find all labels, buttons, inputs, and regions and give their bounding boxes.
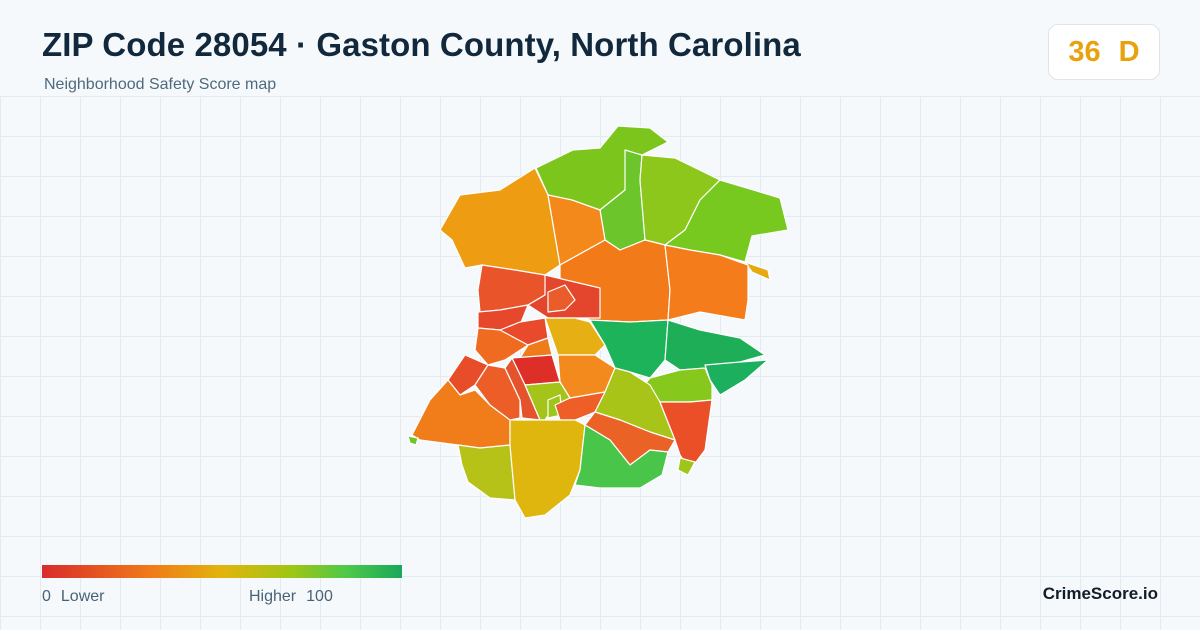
- map-region[interactable]: [677, 457, 696, 476]
- legend-max-label: Higher: [249, 588, 297, 605]
- map-region[interactable]: [474, 364, 521, 421]
- map-region[interactable]: [547, 284, 576, 313]
- map-region[interactable]: [574, 424, 669, 489]
- map-region[interactable]: [509, 419, 586, 519]
- map-region[interactable]: [659, 399, 713, 471]
- legend-color-scale: [42, 565, 402, 578]
- page-subtitle: Neighborhood Safety Score map: [44, 76, 277, 93]
- legend-low-label: 0 Lower: [42, 588, 104, 606]
- brand-logo-text[interactable]: CrimeScore.io: [1042, 584, 1158, 603]
- legend-min-value: 0: [42, 588, 51, 605]
- header-band: [0, 0, 1200, 96]
- page-title: ZIP Code 28054 · Gaston County, North Ca…: [42, 26, 801, 63]
- map-region[interactable]: [744, 261, 771, 281]
- map-region[interactable]: [407, 435, 419, 446]
- map-region[interactable]: [457, 444, 516, 501]
- map-region[interactable]: [447, 354, 489, 396]
- map-region[interactable]: [439, 167, 561, 276]
- legend-min-label: Lower: [60, 588, 105, 605]
- safety-score-badge: 36 D: [1048, 24, 1160, 80]
- legend-high-label: Higher 100: [249, 588, 333, 606]
- score-value: 36: [1068, 35, 1101, 68]
- score-grade: D: [1118, 35, 1140, 68]
- legend-max-value: 100: [306, 588, 333, 605]
- map-region[interactable]: [704, 359, 769, 396]
- map-region[interactable]: [664, 244, 749, 321]
- map-region[interactable]: [499, 317, 549, 346]
